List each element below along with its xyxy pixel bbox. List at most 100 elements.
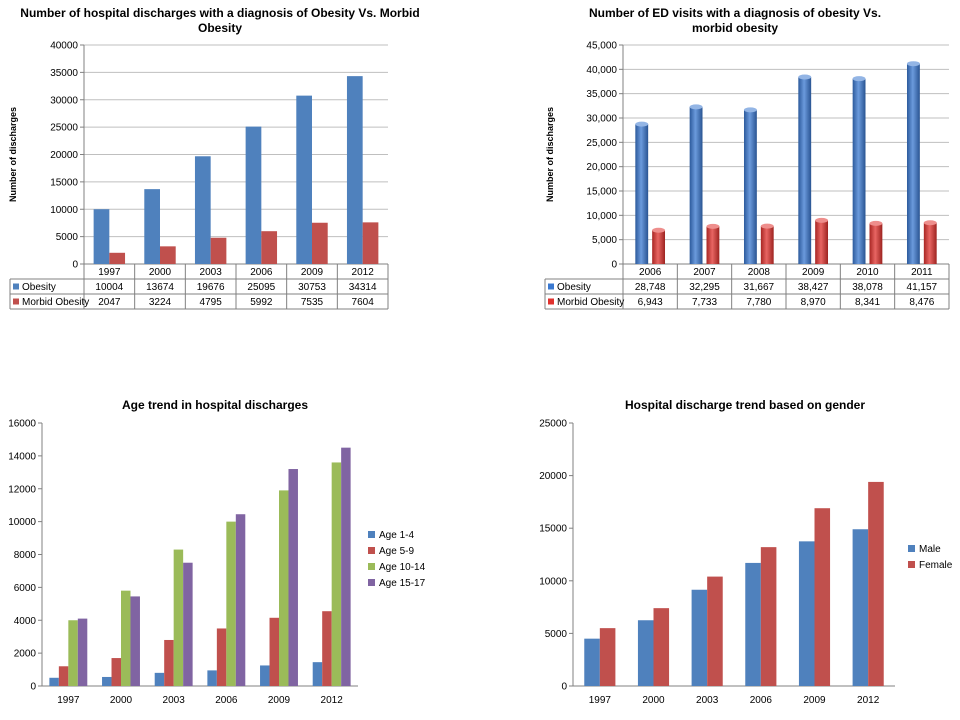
y-tick-label: 30000	[50, 95, 78, 106]
legend-swatch	[13, 298, 19, 305]
chart-gender-trend: Hospital discharge trend based on gender…	[480, 360, 960, 720]
chart-svg: 0 5000 10000 15000 20000 25000 30000 35000 40000…	[8, 41, 389, 310]
x-tick-label: 2011	[911, 267, 933, 278]
x-tick-label: 2009	[301, 267, 324, 278]
y-tick-label: 35,000	[586, 89, 617, 100]
legend-label: Obesity	[557, 282, 591, 293]
y-tick-label: 20,000	[586, 162, 617, 173]
data-label: 7,780	[746, 297, 771, 308]
y-tick-label: 20000	[50, 150, 78, 161]
bar	[109, 252, 126, 264]
data-label: 38,078	[852, 282, 883, 293]
bar	[815, 220, 829, 264]
bar	[346, 76, 363, 264]
bar	[652, 230, 666, 264]
x-tick-label: 2000	[642, 695, 665, 706]
bar	[288, 469, 298, 686]
legend-swatch	[908, 545, 915, 552]
bar	[760, 226, 774, 264]
legend-swatch	[368, 547, 375, 554]
x-tick-label: 2003	[163, 695, 186, 706]
x-tick-label: 2009	[802, 267, 825, 278]
y-tick-label: 0	[561, 682, 567, 693]
y-tick-label: 8000	[14, 550, 37, 561]
y-tick-label: 10000	[8, 517, 36, 528]
y-tick-label: 15000	[539, 524, 567, 535]
bar	[689, 106, 703, 265]
bar-top	[689, 104, 703, 110]
data-label: 2047	[98, 297, 121, 308]
bar	[269, 617, 279, 686]
y-tick-label: 10000	[50, 205, 78, 216]
bar	[798, 541, 815, 686]
y-tick-label: 15000	[50, 177, 78, 188]
bar	[691, 589, 708, 686]
y-tick-label: 25000	[50, 123, 78, 134]
legend-label: Age 1-4	[379, 530, 414, 541]
bar	[745, 562, 761, 686]
bar	[111, 658, 121, 686]
data-label: 4795	[200, 297, 223, 308]
y-tick-label: 2000	[14, 649, 37, 660]
data-label: 34314	[349, 282, 377, 293]
legend-label: Female	[919, 560, 953, 571]
bar	[58, 666, 69, 686]
bar-top	[869, 220, 883, 226]
bar	[322, 611, 332, 686]
x-tick-label: 2012	[352, 267, 375, 278]
bar	[296, 95, 312, 265]
data-label: 13674	[146, 282, 174, 293]
bar	[183, 562, 193, 686]
bar	[173, 549, 184, 686]
y-tick-label: 16000	[8, 419, 36, 430]
bar	[923, 222, 937, 264]
chart-obesity-discharges: Number of hospital discharges with a dia…	[0, 0, 480, 340]
y-tick-label: 25,000	[586, 138, 617, 149]
x-tick-label: 2012	[857, 695, 880, 706]
y-tick-label: 15,000	[586, 187, 617, 198]
x-tick-label: 1997	[589, 695, 612, 706]
legend-label: Male	[919, 544, 941, 555]
bar	[279, 490, 289, 686]
data-label: 28,748	[635, 282, 666, 293]
bar	[121, 590, 131, 686]
bar	[154, 672, 165, 686]
bar	[130, 596, 140, 686]
chart-svg: 0 5,000 10,000 15,000 20,000 25,000 30,000 35,0…	[544, 41, 950, 310]
bar-top	[652, 227, 666, 233]
bar-top	[852, 76, 866, 82]
data-label: 7,733	[692, 297, 717, 308]
data-label: 5992	[250, 297, 273, 308]
x-tick-label: 2009	[803, 695, 826, 706]
legend-label: Morbid Obesity	[557, 297, 624, 308]
bar-top	[760, 223, 774, 229]
bar-top	[906, 61, 920, 67]
y-tick-label: 4000	[14, 616, 37, 627]
y-tick-label: 35000	[50, 68, 78, 79]
bar	[635, 124, 649, 264]
bar	[260, 665, 270, 686]
bar-top	[798, 74, 812, 80]
data-label: 38,427	[798, 282, 829, 293]
bar	[906, 63, 920, 264]
x-tick-label: 2006	[215, 695, 238, 706]
data-label: 3224	[149, 297, 172, 308]
data-label: 7604	[352, 297, 375, 308]
bar	[760, 547, 777, 686]
y-tick-label: 10,000	[586, 211, 617, 222]
bar	[144, 189, 160, 264]
legend-label: Age 10-14	[379, 562, 426, 573]
x-tick-label: 2003	[200, 267, 223, 278]
bar	[210, 237, 227, 264]
x-tick-label: 2006	[750, 695, 773, 706]
bar	[653, 608, 670, 686]
y-tick-label: 20000	[539, 471, 567, 482]
bar	[68, 620, 78, 686]
bar	[164, 639, 174, 686]
bar	[93, 209, 110, 264]
y-tick-label: 14000	[8, 451, 36, 462]
chart-svg: 0 2000 4000 6000 8000 10000 12000 14000 16000 199…	[8, 419, 426, 707]
bar	[49, 677, 59, 686]
bar	[245, 126, 262, 264]
bar	[707, 576, 723, 686]
